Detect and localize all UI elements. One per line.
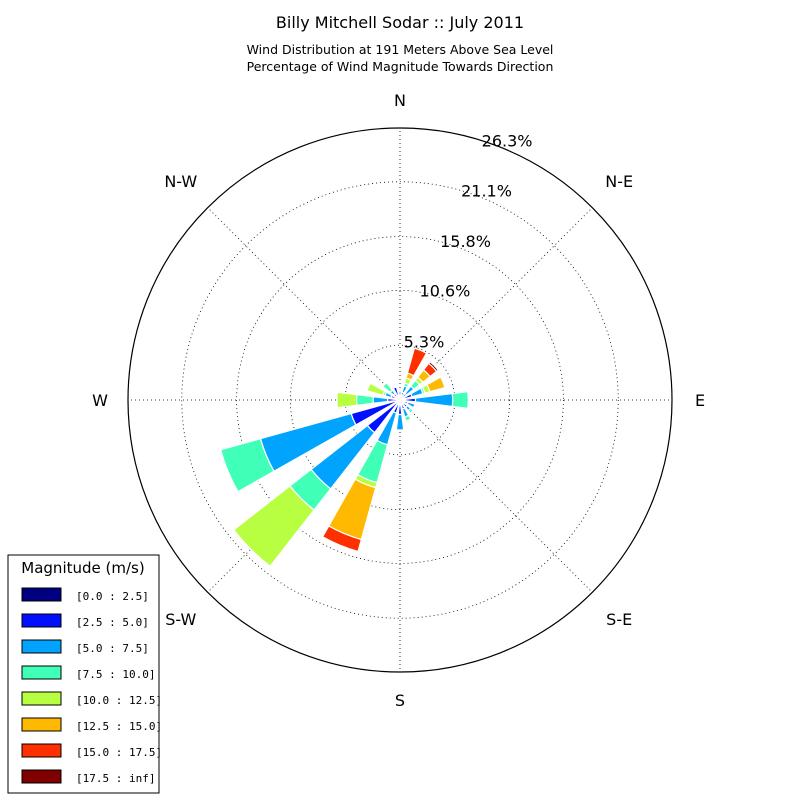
wind-bar-segment [395,413,405,431]
legend-items: [0.0 : 2.5] [2.5 : 5.0] [5.0 : 7.5] [7.5 : … [21,587,162,785]
chart-subtitle-line-1: Wind Distribution at 191 Meters Above Se… [247,42,554,57]
legend-label: [5.0 : 7.5] [76,642,149,655]
wind-bar-segment [426,376,446,393]
direction-label-s-w: S-W [165,610,196,629]
ring-label: 21.1% [461,181,512,200]
polar-grid [127,127,673,673]
wind-bar-segment [406,401,416,409]
legend-label: [7.5 : 10.0] [76,668,155,681]
wind-bar-segment [392,386,400,399]
wind-bars [219,347,469,568]
legend-title: Magnitude (m/s) [21,559,144,577]
ring-label: 15.8% [440,232,491,251]
wind-bar-segment [336,391,358,409]
grid-ring [181,181,619,619]
legend-label: [0.0 : 2.5] [76,590,149,603]
direction-labels: N N-E E S-E S S-W W N-W [92,91,705,710]
wind-bar-segment [372,396,389,404]
wind-bar-segment [427,360,440,373]
ring-labels: 5.3% 10.6% 15.8% 21.1% 26.3% [404,132,533,352]
direction-label-w: W [92,391,108,410]
wind-bar-segment [366,382,386,397]
legend-swatch [21,691,62,706]
ring-label: 26.3% [482,132,533,151]
wind-bar-segment [355,394,374,406]
grid-ring [236,236,564,564]
wind-bar-segment [406,347,428,377]
legend-swatch [21,769,62,784]
wind-bar-segment [219,437,275,493]
grid-ring [127,127,673,673]
grid-spoke [399,399,593,593]
legend-swatch [21,665,62,680]
direction-label-n-w: N-W [164,172,197,191]
legend-swatch [21,587,62,602]
direction-label-e: E [695,391,705,410]
wind-bar-segment [398,391,402,398]
chart-subtitle-line-2: Percentage of Wind Magnitude Towards Dir… [247,59,554,74]
legend-swatch [21,613,62,628]
legend-swatch [21,639,62,654]
wind-bar-segment [414,392,454,408]
legend-label: [17.5 : inf] [76,772,155,785]
grid-ring [289,289,511,511]
direction-label-n: N [394,91,406,110]
legend-label: [2.5 : 5.0] [76,616,149,629]
direction-label-s: S [395,691,405,710]
wind-bar-segment [451,391,469,409]
grid-spoke [207,207,401,401]
wind-bar-segment [403,414,412,422]
legend-swatch [21,717,62,732]
direction-label-s-e: S-E [606,610,632,629]
chart-title: Billy Mitchell Sodar :: July 2011 [276,13,524,32]
legend-swatch [21,743,62,758]
wind-bar-segment [382,382,394,394]
grid-spoke [399,207,593,401]
legend-label: [12.5 : 15.0] [76,720,162,733]
wind-bar-segment [232,485,315,568]
legend-label: [10.0 : 12.5] [76,694,162,707]
ring-label: 5.3% [404,332,445,351]
legend-label: [15.0 : 17.5] [76,746,162,759]
wind-bar-segment [407,407,414,414]
legend: Magnitude (m/s) [0.0 : 2.5] [2.5 : 5.0] [5… [7,554,162,794]
wind-bar-segment [321,525,363,553]
direction-label-n-e: N-E [605,172,633,191]
ring-label: 10.6% [420,282,471,301]
